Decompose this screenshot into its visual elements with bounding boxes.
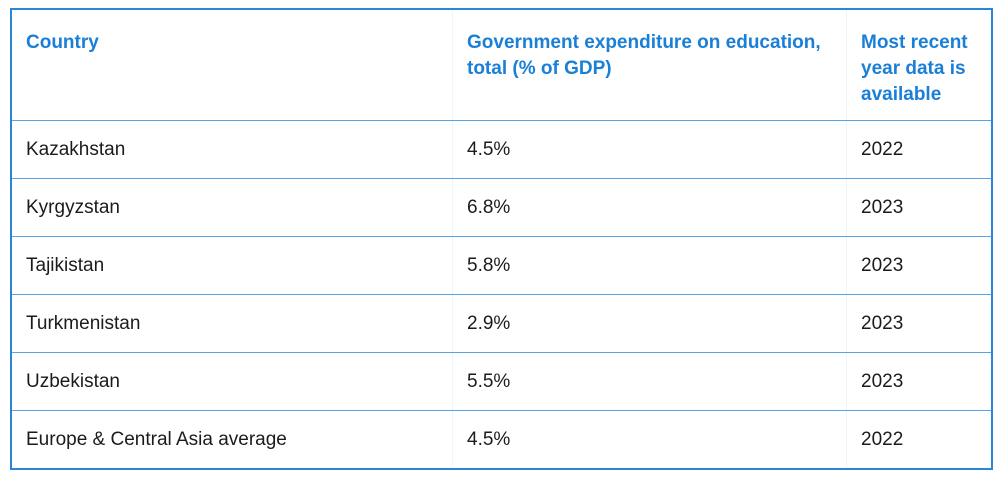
header-country: Country <box>11 9 453 121</box>
header-row: Country Government expenditure on educat… <box>11 9 992 121</box>
table-row: Kazakhstan 4.5% 2022 <box>11 120 992 179</box>
table-row: Tajikistan 5.8% 2023 <box>11 236 992 295</box>
expenditure-cell: 2.9% <box>452 294 847 353</box>
year-cell: 2022 <box>846 120 992 179</box>
country-cell: Turkmenistan <box>11 294 453 353</box>
year-cell: 2023 <box>846 294 992 353</box>
expenditure-cell: 5.8% <box>452 236 847 295</box>
header-expenditure: Government expenditure on education, tot… <box>452 9 847 121</box>
table-row: Europe & Central Asia average 4.5% 2022 <box>11 410 992 470</box>
country-cell: Europe & Central Asia average <box>11 410 453 470</box>
country-cell: Uzbekistan <box>11 352 453 411</box>
expenditure-cell: 6.8% <box>452 178 847 237</box>
expenditure-cell: 4.5% <box>452 120 847 179</box>
expenditure-cell: 5.5% <box>452 352 847 411</box>
year-cell: 2023 <box>846 352 992 411</box>
table-row: Kyrgyzstan 6.8% 2023 <box>11 178 992 237</box>
country-cell: Kyrgyzstan <box>11 178 453 237</box>
year-cell: 2022 <box>846 410 992 470</box>
country-cell: Kazakhstan <box>11 120 453 179</box>
year-cell: 2023 <box>846 178 992 237</box>
header-year: Most recent year data is available <box>846 9 992 121</box>
country-cell: Tajikistan <box>11 236 453 295</box>
expenditure-cell: 4.5% <box>452 410 847 470</box>
table-row: Uzbekistan 5.5% 2023 <box>11 352 992 411</box>
education-expenditure-table: Country Government expenditure on educat… <box>10 8 993 470</box>
table-row: Turkmenistan 2.9% 2023 <box>11 294 992 353</box>
year-cell: 2023 <box>846 236 992 295</box>
